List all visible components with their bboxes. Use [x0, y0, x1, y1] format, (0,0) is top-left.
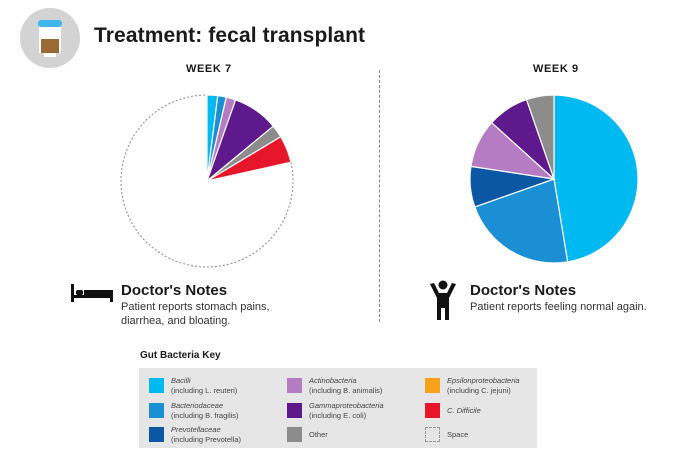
- key-name: Bacteriodaceae: [171, 401, 224, 410]
- pie-slice-space: [120, 94, 294, 268]
- key-sub: (including L. reuteri): [171, 385, 238, 395]
- key-sub: (including B. fragilis): [171, 410, 239, 420]
- key-name: Bacilli: [171, 376, 191, 385]
- key-title: Gut Bacteria Key: [140, 350, 221, 361]
- key-label: Gammaproteobacteria (including E. coli): [309, 401, 384, 420]
- pie-slice-c-difficile: [206, 135, 292, 182]
- divider: [379, 70, 380, 322]
- key-name: C. Difficile: [447, 406, 481, 415]
- key-name: Gammaproteobacteria: [309, 401, 384, 410]
- key-label: Epsilonproteobacteria (including C. jejun…: [447, 376, 520, 395]
- notes-line: Patient reports stomach pains,: [121, 301, 270, 313]
- key-swatch: [287, 403, 302, 418]
- key-swatch: [287, 378, 302, 393]
- key-label: Prevotellaceae (including Prevotella): [171, 425, 241, 444]
- key-name: Epsilonproteobacteria: [447, 376, 520, 385]
- key-swatch: [287, 427, 302, 442]
- key-label: Actinobacteria (including B. animalis): [309, 376, 382, 395]
- bed-icon: [71, 284, 113, 307]
- key-label: Bacilli (including L. reuteri): [171, 376, 237, 395]
- key-label: Other: [309, 430, 328, 440]
- key-swatch: [425, 378, 440, 393]
- week-7-label: WEEK 7: [186, 63, 232, 75]
- pie-slice-bacilli: [553, 94, 639, 263]
- week-7-pie-chart: [120, 94, 294, 268]
- notes-title-week-7: Doctor's Notes: [121, 282, 228, 299]
- key-swatch: [149, 403, 164, 418]
- key-swatch: [149, 378, 164, 393]
- page-title: Treatment: fecal transplant: [94, 24, 366, 47]
- key-label: C. Difficile: [447, 406, 481, 416]
- key-swatch: [149, 427, 164, 442]
- key-swatch: [425, 427, 440, 442]
- notes-title-week-9: Doctor's Notes: [470, 282, 577, 299]
- key-swatch: [425, 403, 440, 418]
- key-name: Space: [447, 430, 469, 439]
- key-sub: (including B. animalis): [309, 385, 383, 395]
- pie-slice-bacteriodaceae: [474, 178, 569, 264]
- notes-line: Patient reports feeling normal again.: [470, 301, 647, 313]
- week-9-pie-chart: [469, 94, 639, 264]
- key-label: Bacteriodaceae (including B. fragilis): [171, 401, 239, 420]
- notes-line: diarrhea, and bloating.: [121, 315, 231, 327]
- week-9-label: WEEK 9: [533, 63, 579, 75]
- key-sub: (including C. jejuni): [447, 385, 511, 395]
- key-name: Actinobacteria: [309, 376, 357, 385]
- key-label: Space: [447, 430, 468, 440]
- notes-text-week-9: Patient reports feeling normal again.: [470, 300, 647, 314]
- bacteria-key: Bacilli (including L. reuteri) Bacteriodac…: [139, 368, 537, 448]
- key-sub: (including E. coli): [309, 410, 367, 420]
- pie-slice-other: [525, 94, 555, 180]
- person-arms-raised-icon: [428, 280, 458, 327]
- notes-text-week-7: Patient reports stomach pains, diarrhea,…: [121, 300, 270, 328]
- specimen-jar-icon: [20, 8, 80, 68]
- key-name: Other: [309, 430, 328, 439]
- key-name: Prevotellaceae: [171, 425, 221, 434]
- key-sub: (including Prevotella): [171, 434, 242, 444]
